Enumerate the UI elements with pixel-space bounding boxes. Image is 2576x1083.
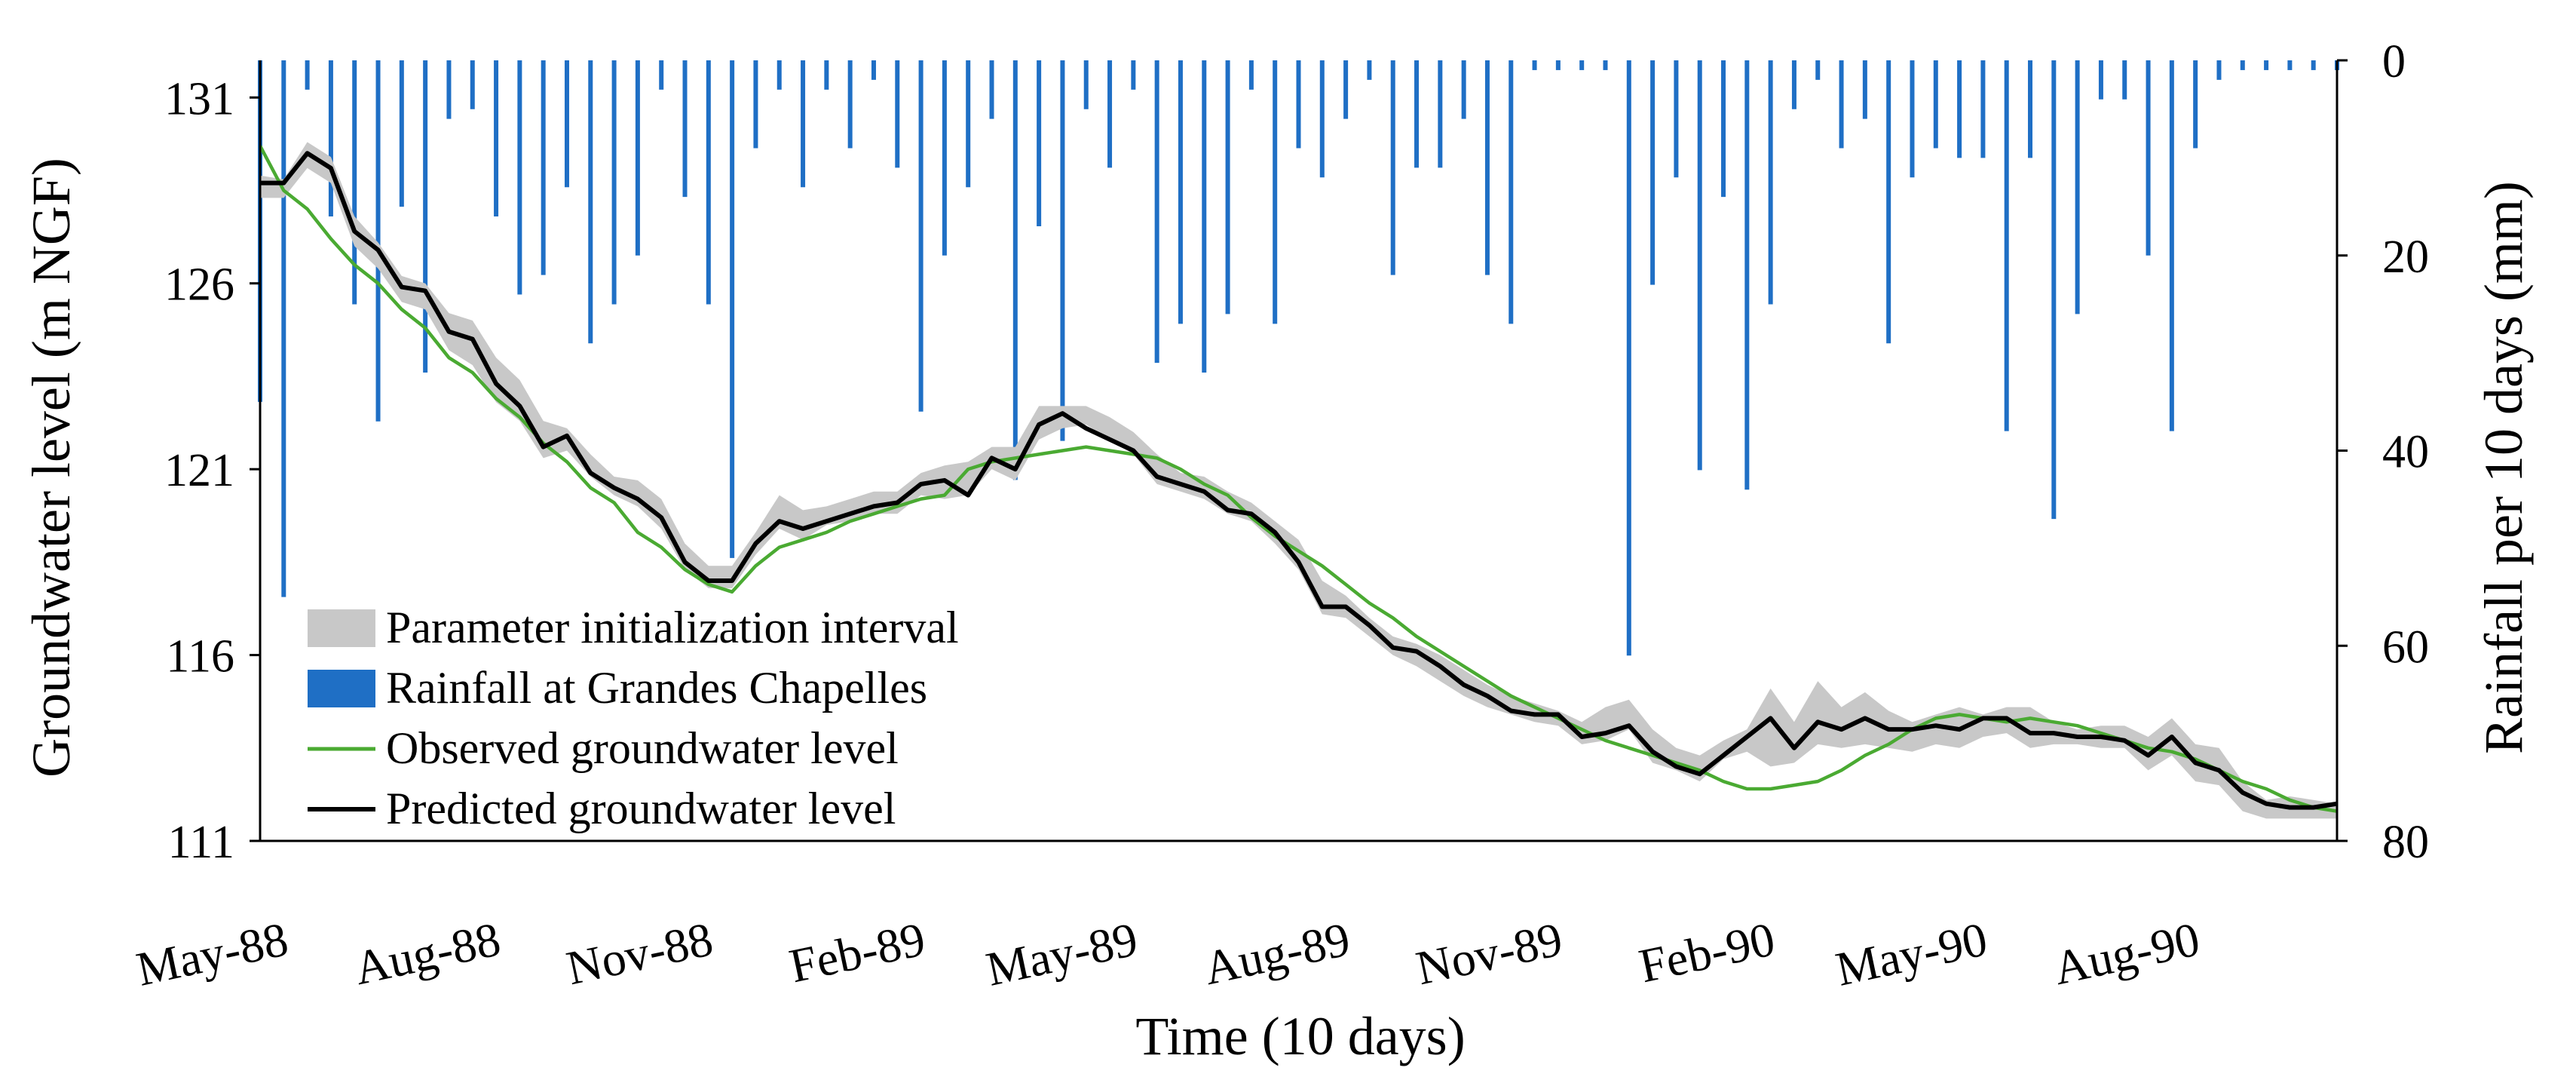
x-tick-label: May-90: [1831, 912, 1992, 996]
y-right-tick-label: 40: [2382, 427, 2429, 478]
rainfall-bars: [258, 60, 2339, 656]
x-tick-label: Feb-90: [1634, 912, 1779, 992]
x-tick-label: Nov-88: [562, 912, 717, 995]
x-tick-label: Aug-88: [350, 912, 505, 995]
x-tick-label: May-89: [982, 912, 1142, 996]
x-tick-label: Aug-89: [1199, 912, 1355, 995]
x-tick-label: Aug-90: [2049, 912, 2204, 995]
y-right-tick-label: 20: [2382, 232, 2429, 283]
interval-band-area: [260, 142, 2337, 819]
legend: Parameter initialization interval Rainfa…: [308, 603, 959, 833]
legend-label-rainfall: Rainfall at Grandes Chapelles: [386, 663, 927, 713]
y-right-axis-title: Rainfall per 10 days (mm): [2473, 181, 2534, 754]
y-left-tick-label: 121: [164, 445, 234, 496]
x-tick-label: Nov-89: [1411, 912, 1567, 995]
groundwater-lines: [259, 145, 2338, 813]
legend-label-observed: Observed groundwater level: [386, 723, 899, 773]
x-tick-labels: May-88 Aug-88 Nov-88 Feb-89 May-89 Aug-89 Nov-…: [132, 912, 2204, 996]
y-left-tick-label: 116: [166, 631, 234, 683]
y-left-tick-label: 131: [164, 73, 234, 124]
y-left-axis-title: Groundwater level (m NGF): [21, 158, 81, 778]
legend-swatch-interval: [308, 609, 375, 647]
y-right-tick-label: 80: [2382, 817, 2429, 868]
predicted-groundwater-line: [260, 151, 2338, 810]
legend-swatch-rainfall: [308, 670, 375, 707]
y-left-tick-labels: 111 116 121 126 131: [164, 73, 234, 868]
x-tick-label: May-88: [132, 912, 293, 996]
y-left-tick-label: 126: [164, 259, 234, 311]
legend-label-predicted: Predicted groundwater level: [386, 784, 896, 833]
legend-label-interval: Parameter initialization interval: [386, 603, 959, 652]
axes: [250, 59, 2348, 842]
y-right-tick-label: 0: [2382, 36, 2406, 87]
x-axis-title: Time (10 days): [1135, 1006, 1465, 1066]
y-left-tick-label: 111: [168, 817, 234, 868]
parameter-interval-band: [260, 142, 2337, 819]
x-tick-label: Feb-89: [785, 912, 930, 992]
y-right-tick-label: 60: [2382, 621, 2429, 673]
y-right-tick-labels: 0 20 40 60 80: [2382, 36, 2429, 868]
